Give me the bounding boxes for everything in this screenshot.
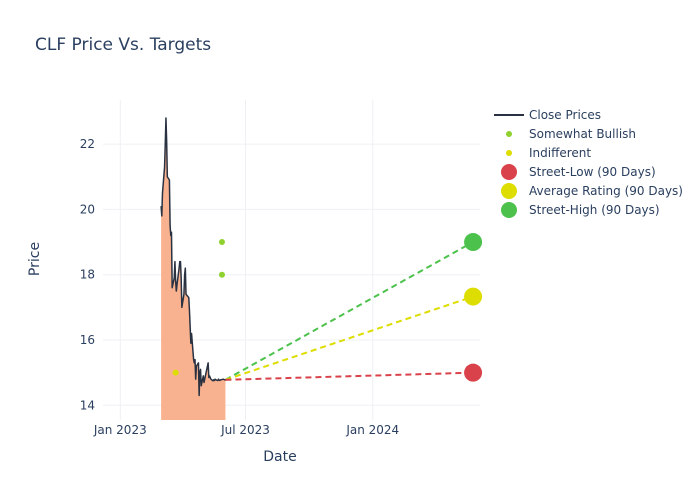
y-axis-ticks: 14 16 18 20 22	[80, 137, 95, 412]
legend-label-somewhat-bullish: Somewhat Bullish	[529, 127, 636, 141]
legend-swatch-somewhat-bullish	[506, 131, 512, 137]
somewhat-bullish-point	[218, 271, 225, 278]
street-high-marker	[464, 233, 483, 252]
close-price-area	[161, 117, 226, 421]
chart-title: CLF Price Vs. Targets	[35, 35, 211, 55]
legend-label-close-prices: Close Prices	[529, 108, 601, 122]
street-low-marker	[464, 363, 483, 382]
y-tick-label: 14	[80, 398, 95, 412]
legend-label-average-rating: Average Rating (90 Days)	[529, 184, 683, 198]
y-axis-label: Price	[27, 242, 43, 276]
legend-swatch-average-rating	[501, 183, 517, 199]
x-axis-ticks: Jan 2023 Jul 2023 Jan 2024	[93, 423, 399, 437]
x-tick-label: Jul 2023	[220, 423, 270, 437]
legend-swatch-street-high	[501, 202, 517, 218]
y-tick-label: 22	[80, 137, 95, 151]
legend-label-indifferent: Indifferent	[529, 146, 591, 160]
somewhat-bullish-point	[218, 239, 225, 246]
legend: Close Prices Somewhat Bullish Indifferent S…	[494, 108, 683, 218]
y-tick-label: 20	[80, 202, 95, 216]
marker-layer	[172, 233, 483, 382]
close-price-line	[160, 117, 226, 397]
legend-label-street-high: Street-High (90 Days)	[529, 203, 660, 217]
indifferent-point	[172, 369, 179, 376]
y-tick-label: 16	[80, 333, 95, 347]
average-rating-marker	[464, 287, 483, 306]
legend-swatch-street-low	[501, 164, 517, 180]
x-tick-label: Jan 2023	[93, 423, 147, 437]
street-low-target-line	[225, 371, 474, 381]
y-tick-label: 18	[80, 268, 95, 282]
street-high-target-line	[224, 241, 474, 381]
legend-label-street-low: Street-Low (90 Days)	[529, 165, 656, 179]
legend-swatch-indifferent	[506, 150, 512, 156]
average-target-line	[225, 295, 474, 381]
plot-area	[160, 117, 474, 421]
x-axis-label: Date	[263, 449, 296, 465]
x-tick-label: Jan 2024	[345, 423, 399, 437]
